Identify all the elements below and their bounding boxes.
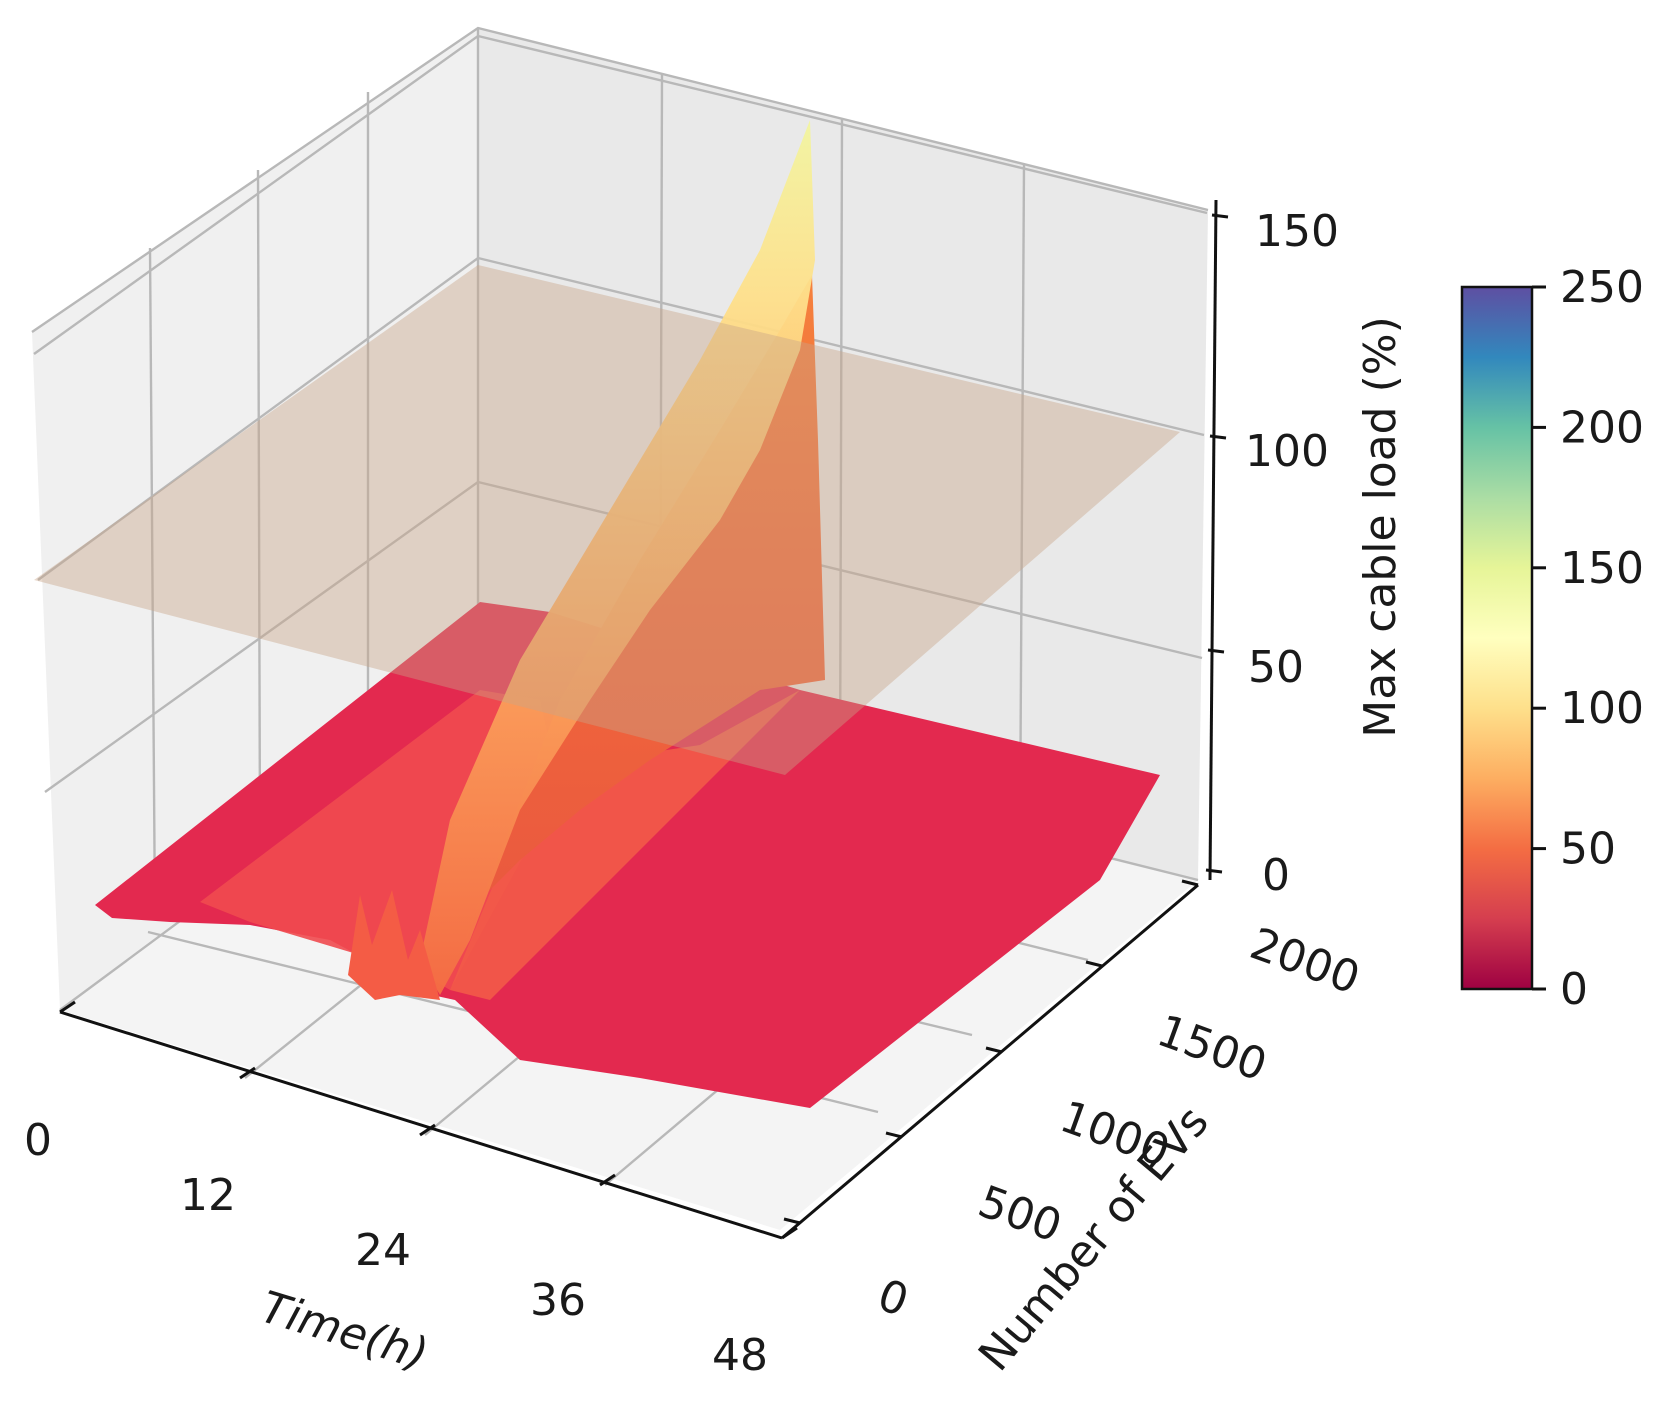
z-tick-label: 50	[1248, 642, 1304, 693]
colorbar-tick-label: 50	[1560, 824, 1616, 875]
surface-spikes	[348, 890, 440, 1000]
axis-lines	[59, 199, 1229, 1240]
y-tick-label: 0	[871, 1270, 915, 1328]
colorbar: 0 50 100 150 200 250	[1460, 262, 1644, 1015]
z-tick-labels: 0 50 100 150	[1245, 206, 1339, 901]
x-tick-marks	[59, 1000, 798, 1240]
y-tick-label: 500	[972, 1176, 1068, 1253]
x-tick-labels: 0 12 24 36 48	[24, 1115, 768, 1381]
surface	[95, 120, 1160, 1108]
z-tick-label: 0	[1262, 850, 1290, 901]
z-axis-title: Max cable load (%)	[1355, 316, 1406, 737]
colorbar-body	[1460, 285, 1534, 991]
colorbar-tick-label: 150	[1560, 543, 1644, 594]
x-tick-label: 12	[180, 1170, 236, 1221]
x-axis-line	[59, 1010, 783, 1240]
x-tick-label: 36	[530, 1275, 586, 1326]
colorbar-tick-label: 100	[1560, 683, 1644, 734]
surface-ridge-front	[420, 120, 815, 995]
x-axis-title: Time(h)	[255, 1282, 434, 1381]
colorbar-tick-label: 200	[1560, 402, 1644, 453]
colorbar-ticks: 0 50 100 150 200 250	[1532, 262, 1644, 1015]
y-tick-marks	[783, 879, 1199, 1225]
z-axis-line	[1208, 199, 1218, 881]
x-tick-label: 0	[24, 1115, 52, 1166]
colorbar-tick-label: 250	[1560, 262, 1644, 313]
y-tick-label: 2000	[1244, 918, 1367, 1004]
colorbar-tick-label: 0	[1560, 964, 1588, 1015]
z-tick-label: 100	[1245, 426, 1329, 477]
z-tick-label: 150	[1255, 206, 1339, 257]
z-tick-marks	[1205, 213, 1229, 874]
threshold-plane	[34, 265, 1180, 775]
x-tick-label: 24	[355, 1225, 411, 1276]
x-tick-label: 48	[712, 1330, 768, 1381]
y-tick-label: 1500	[1151, 1005, 1274, 1091]
surface-front-shade	[450, 690, 800, 1000]
y-axis-line	[781, 883, 1199, 1240]
